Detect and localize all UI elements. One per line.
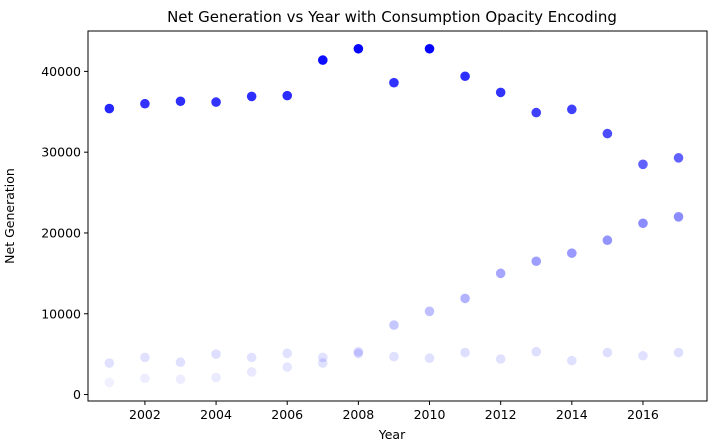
data-point (673, 347, 684, 358)
data-point (140, 373, 150, 384)
data-point (175, 374, 186, 384)
data-point (317, 352, 328, 363)
data-point (175, 96, 186, 107)
data-point (282, 362, 293, 372)
data-point (140, 352, 150, 363)
data-point (460, 71, 470, 82)
y-axis-label: Net Generation (2, 168, 17, 264)
data-point (246, 352, 257, 363)
y-tick-label: 30000 (41, 145, 81, 160)
y-tick-label: 0 (73, 387, 81, 402)
axes-frame (87, 30, 708, 402)
data-point (460, 347, 470, 358)
plot-area: 2002 2004 2006 2008 2010 2012 2014 2016 0 10000 20… (41, 30, 708, 422)
data-point (638, 159, 648, 170)
data-point (638, 350, 648, 361)
data-point (175, 357, 186, 368)
data-point (424, 306, 435, 317)
data-point (104, 358, 115, 368)
x-tick-label: 2012 (485, 407, 517, 422)
data-point (495, 354, 506, 364)
data-point (246, 367, 257, 377)
data-point (495, 87, 506, 98)
y-tick-label: 10000 (41, 306, 81, 321)
data-point (638, 218, 648, 229)
data-point (211, 349, 221, 359)
data-point (282, 348, 293, 359)
data-point (104, 377, 115, 388)
x-tick-label: 2004 (200, 407, 232, 422)
data-point (531, 346, 542, 357)
data-point (460, 293, 470, 304)
x-tick-label: 2002 (129, 407, 161, 422)
data-point (531, 107, 542, 118)
data-point (602, 128, 613, 139)
data-point (211, 372, 221, 383)
data-point (567, 355, 577, 366)
x-tick-label: 2014 (556, 407, 588, 422)
y-tick-label: 20000 (41, 225, 81, 240)
data-point (104, 103, 115, 114)
data-point (531, 256, 542, 267)
x-tick-label: 2008 (342, 407, 374, 422)
data-point (424, 43, 435, 54)
data-point (317, 55, 328, 65)
data-point (317, 358, 328, 368)
data-point (389, 77, 399, 88)
x-tick-label: 2010 (414, 407, 446, 422)
y-tick-label: 40000 (41, 64, 81, 79)
data-point (567, 248, 577, 258)
data-point (424, 353, 435, 363)
data-point (353, 43, 364, 54)
data-point (353, 346, 364, 357)
data-point (211, 97, 221, 107)
x-tick-label: 2016 (627, 407, 659, 422)
data-point (282, 90, 293, 101)
data-point (140, 98, 150, 109)
data-point (389, 351, 399, 362)
data-point (389, 320, 399, 330)
data-point (602, 347, 613, 358)
x-axis-label: Year (378, 427, 406, 442)
data-point (567, 104, 577, 115)
data-point (673, 153, 684, 163)
data-point (246, 91, 257, 102)
data-point (495, 268, 506, 279)
x-tick-label: 2006 (271, 407, 303, 422)
data-point (353, 348, 364, 359)
data-point (673, 212, 684, 222)
chart-title: Net Generation vs Year with Consumption … (167, 8, 617, 26)
data-point (602, 235, 613, 246)
